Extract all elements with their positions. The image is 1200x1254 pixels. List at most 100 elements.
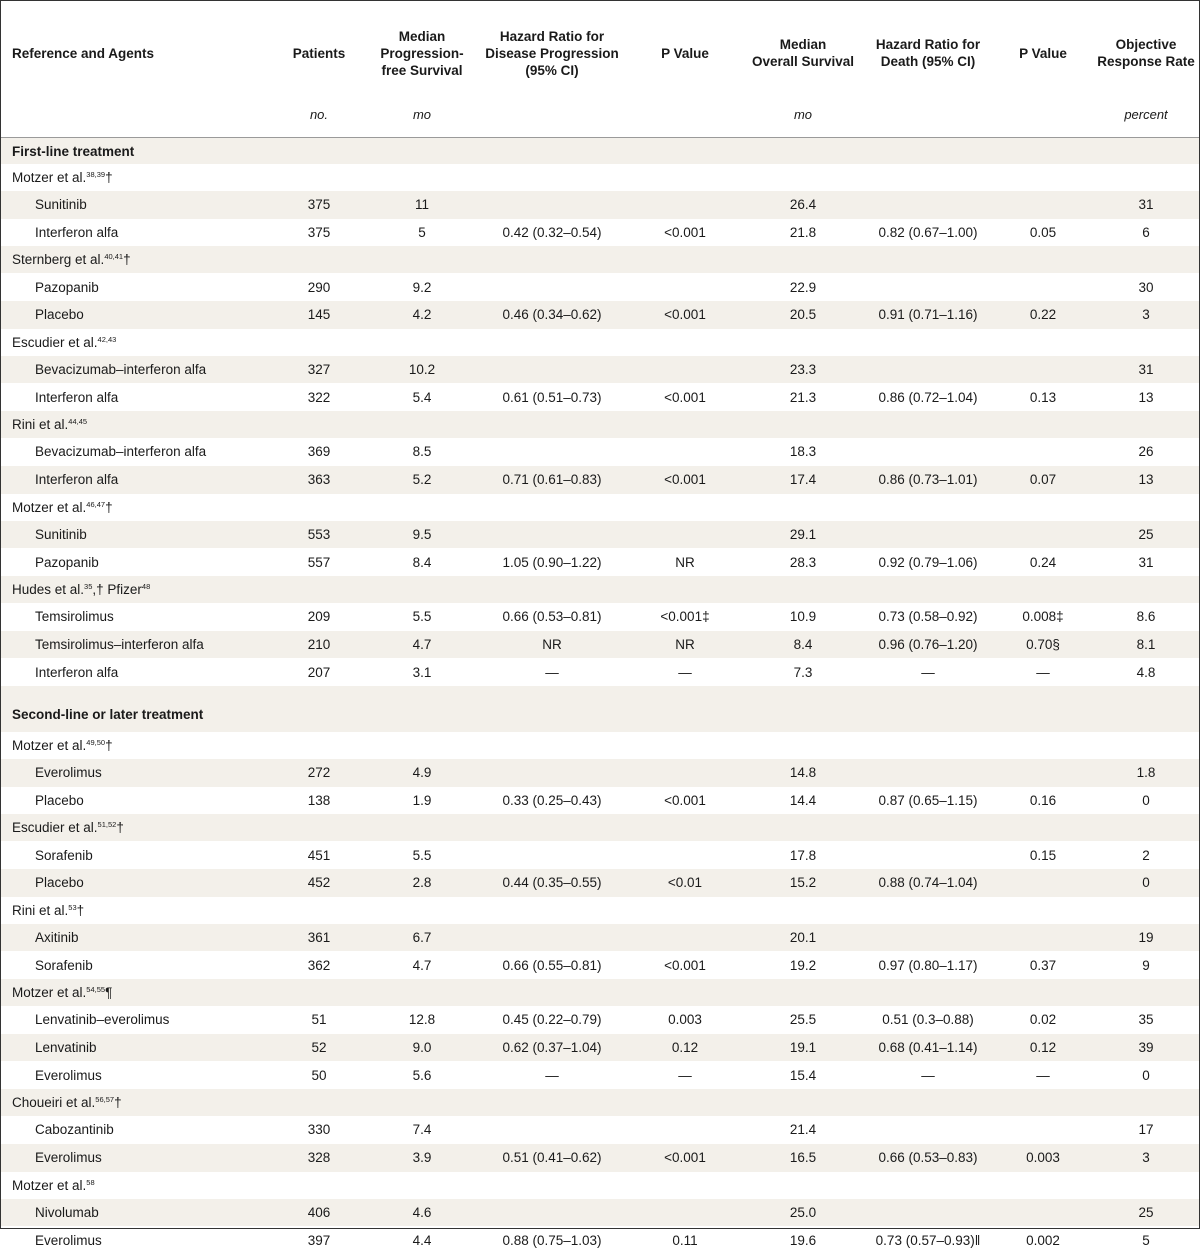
agent-name: Temsirolimus [35, 609, 114, 625]
study-reference: Rini et al.44,45 [1, 411, 1199, 439]
hr-progression-cell: 0.33 (0.25–0.43) [502, 792, 602, 808]
patients-cell: 210 [271, 630, 367, 659]
p-value-death-cell: 0.13 [1029, 389, 1057, 405]
header-p-value-progression: P Value [661, 45, 709, 61]
p-value-death-cell: 0.70§ [993, 630, 1093, 659]
study-row: Escudier et al.42,43 [1, 329, 1199, 356]
agent-name: Sunitinib [1, 191, 271, 219]
agent-name: Cabozantinib [35, 1122, 114, 1138]
os-cell: 29.1 [743, 520, 863, 549]
agent-row: Everolimus 50 5.6 — — 15.4 — — 0 [1, 1061, 1199, 1089]
reference-numbers: 35 [84, 581, 93, 591]
p-value-death-cell [993, 923, 1093, 952]
header-reference: Reference and Agents [12, 45, 155, 61]
hr-progression-cell: — [545, 1067, 559, 1083]
pfs-cell: 5.5 [412, 847, 432, 863]
orr-cell: 25 [1093, 1198, 1199, 1227]
hr-death-cell: 0.66 (0.53–0.83) [863, 1143, 993, 1172]
study-reference: Motzer et al.46,47† [1, 494, 1199, 521]
patients-cell: 145 [271, 301, 367, 329]
footnote-mark: † [76, 902, 85, 918]
p-value-death-cell: 0.02 [1029, 1012, 1057, 1028]
hr-progression-cell: 0.88 (0.75–1.03) [502, 1232, 602, 1248]
p-value-death-cell [993, 758, 1093, 787]
agent-row: Bevacizumab–interferon alfa 327 10.2 23.3 31 [1, 355, 1199, 384]
patients-cell: 272 [271, 758, 367, 787]
agent-name: Bevacizumab–interferon alfa [35, 444, 207, 460]
footnote-mark: † [123, 252, 131, 268]
hr-death-cell: 0.73 (0.58–0.92) [878, 609, 978, 625]
footnote-mark: ¶ [105, 985, 113, 1001]
agent-row: Placebo 138 1.9 0.33 (0.25–0.43) <0.001 14.4 0… [1, 787, 1199, 815]
p-value-death-cell: 0.22 [993, 301, 1093, 329]
section-heading-row: First-line treatment [1, 137, 1199, 164]
study-row: Rini et al.44,45 [1, 411, 1199, 439]
orr-cell: 13 [1138, 389, 1154, 405]
patients-cell: 52 [271, 1033, 367, 1062]
agent-name: Placebo [1, 301, 271, 329]
patients-cell: 452 [271, 869, 367, 897]
header-hr-progression-line: Disease Progression [485, 45, 619, 61]
p-value-progression-cell: <0.001 [627, 301, 743, 329]
agent-name: Bevacizumab–interferon alfa [1, 355, 271, 384]
pfs-cell: 2.8 [367, 869, 477, 897]
p-value-death-cell [993, 438, 1093, 466]
reference-numbers: 38,39 [86, 170, 106, 179]
hr-progression-cell: NR [477, 630, 627, 659]
patients-cell: 138 [307, 792, 331, 808]
agent-row: Cabozantinib 330 7.4 21.4 17 [1, 1116, 1199, 1144]
header-pfs-line: Median [398, 28, 446, 44]
agent-row: Placebo 145 4.2 0.46 (0.34–0.62) <0.001 20.5 0… [1, 301, 1199, 329]
header-os: Median Overall Survival [743, 1, 863, 105]
p-value-progression-cell: 0.003 [668, 1012, 702, 1028]
study-name: Motzer et al. [12, 170, 87, 185]
orr-cell: 4.8 [1136, 664, 1156, 680]
study-row: Motzer et al.46,47† [1, 494, 1199, 521]
hr-death-cell: 0.82 (0.67–1.00) [878, 225, 978, 241]
agent-name: Temsirolimus–interferon alfa [1, 630, 271, 659]
table-body: First-line treatment Motzer et al.38,39† S… [1, 137, 1199, 1254]
orr-cell: 9 [1142, 957, 1150, 973]
pfs-cell: 5.6 [412, 1067, 432, 1083]
section-heading: Second-line or later treatment [1, 685, 1199, 732]
reference-numbers: 42,43 [97, 334, 117, 344]
p-value-death-cell: 0.003 [993, 1143, 1093, 1172]
hr-progression-cell [477, 1116, 627, 1144]
p-value-progression-cell: <0.001 [664, 225, 706, 241]
study-name: Motzer et al. [12, 1177, 87, 1193]
orr-cell: 17 [1138, 1122, 1154, 1138]
pfs-cell: 4.2 [367, 301, 477, 329]
hr-progression-cell [477, 438, 627, 466]
orr-cell: 8.6 [1136, 609, 1156, 625]
pfs-cell: 10.2 [367, 355, 477, 384]
pfs-cell: 4.9 [367, 758, 477, 787]
orr-cell: 25 [1093, 520, 1199, 549]
study-row: Escudier et al.51,52† [1, 814, 1199, 842]
agent-row: Everolimus 272 4.9 14.8 1.8 [1, 758, 1199, 787]
study-row: Motzer et al.49,50† [1, 732, 1199, 759]
os-cell: 10.9 [789, 609, 817, 625]
footnote-mark: † [105, 737, 113, 753]
agent-name: Pazopanib [35, 554, 99, 570]
header-orr: Objective Response Rate [1093, 1, 1199, 105]
hr-death-cell [863, 841, 993, 869]
p-value-death-cell: 0.37 [1029, 957, 1057, 973]
units-hr-progression [477, 105, 627, 138]
orr-cell: 39 [1093, 1033, 1199, 1062]
units-pfs: mo [367, 105, 477, 138]
os-cell: 28.3 [789, 554, 817, 570]
header-os-line: Median [779, 37, 827, 52]
p-value-death-cell: 0.05 [1029, 225, 1057, 241]
agent-row: Temsirolimus–interferon alfa 210 4.7 NR NR 8.… [1, 630, 1199, 659]
study-reference: Sternberg et al.40,41† [1, 246, 1199, 274]
patients-cell: 51 [311, 1012, 327, 1028]
study-name: Rini et al. [12, 417, 69, 433]
study-reference: Motzer et al.49,50† [1, 732, 1199, 759]
agent-row: Everolimus 397 4.4 0.88 (0.75–1.03) 0.11 19.6… [1, 1226, 1199, 1254]
patients-cell: 406 [271, 1198, 367, 1227]
agent-row: Interferon alfa 322 5.4 0.61 (0.51–0.73) <0.… [1, 383, 1199, 411]
p-value-progression-cell: 0.12 [627, 1033, 743, 1062]
agent-name: Everolimus [35, 1067, 102, 1083]
os-cell: 20.1 [743, 923, 863, 952]
orr-cell: 3 [1093, 301, 1199, 329]
